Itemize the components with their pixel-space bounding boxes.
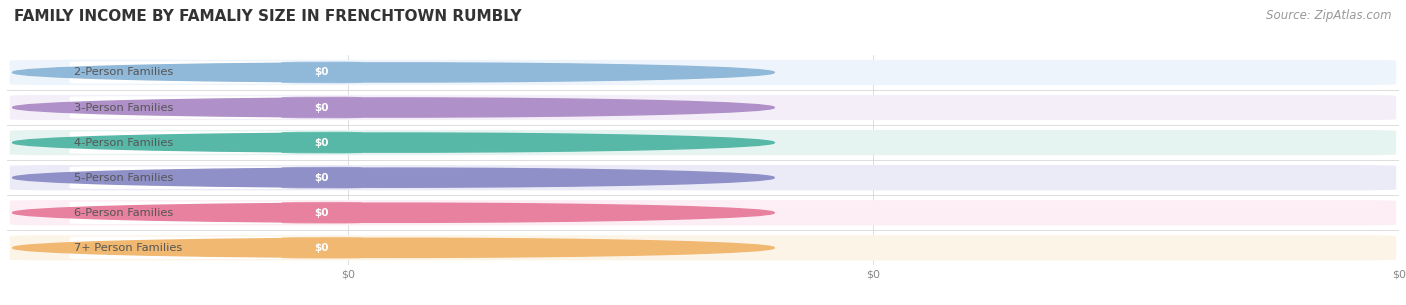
Text: FAMILY INCOME BY FAMALIY SIZE IN FRENCHTOWN RUMBLY: FAMILY INCOME BY FAMALIY SIZE IN FRENCHT… (14, 9, 522, 24)
FancyBboxPatch shape (70, 202, 335, 224)
Text: 6-Person Families: 6-Person Families (75, 208, 173, 218)
Text: 2-Person Families: 2-Person Families (75, 67, 173, 77)
FancyBboxPatch shape (281, 97, 361, 118)
Text: $0: $0 (315, 67, 329, 77)
Circle shape (13, 168, 775, 187)
FancyBboxPatch shape (70, 96, 335, 119)
Text: $0: $0 (315, 173, 329, 183)
FancyBboxPatch shape (281, 62, 361, 83)
Circle shape (13, 203, 775, 222)
Circle shape (13, 63, 775, 82)
Text: $0: $0 (315, 102, 329, 113)
Circle shape (13, 98, 775, 117)
Text: $0: $0 (315, 243, 329, 253)
Text: $0: $0 (315, 138, 329, 148)
FancyBboxPatch shape (10, 200, 1396, 225)
FancyBboxPatch shape (10, 60, 1396, 85)
FancyBboxPatch shape (10, 235, 1396, 260)
FancyBboxPatch shape (70, 61, 335, 84)
Text: 3-Person Families: 3-Person Families (75, 102, 173, 113)
FancyBboxPatch shape (281, 132, 361, 153)
FancyBboxPatch shape (281, 237, 361, 259)
Circle shape (13, 238, 775, 257)
FancyBboxPatch shape (10, 165, 1396, 190)
FancyBboxPatch shape (70, 237, 335, 259)
FancyBboxPatch shape (70, 131, 335, 154)
FancyBboxPatch shape (70, 167, 335, 189)
Text: 4-Person Families: 4-Person Families (75, 138, 173, 148)
FancyBboxPatch shape (10, 95, 1396, 120)
Text: 5-Person Families: 5-Person Families (75, 173, 173, 183)
Circle shape (13, 133, 775, 152)
FancyBboxPatch shape (281, 167, 361, 188)
Text: $0: $0 (315, 208, 329, 218)
FancyBboxPatch shape (10, 130, 1396, 155)
Text: 7+ Person Families: 7+ Person Families (75, 243, 183, 253)
Text: Source: ZipAtlas.com: Source: ZipAtlas.com (1267, 9, 1392, 22)
FancyBboxPatch shape (281, 202, 361, 224)
